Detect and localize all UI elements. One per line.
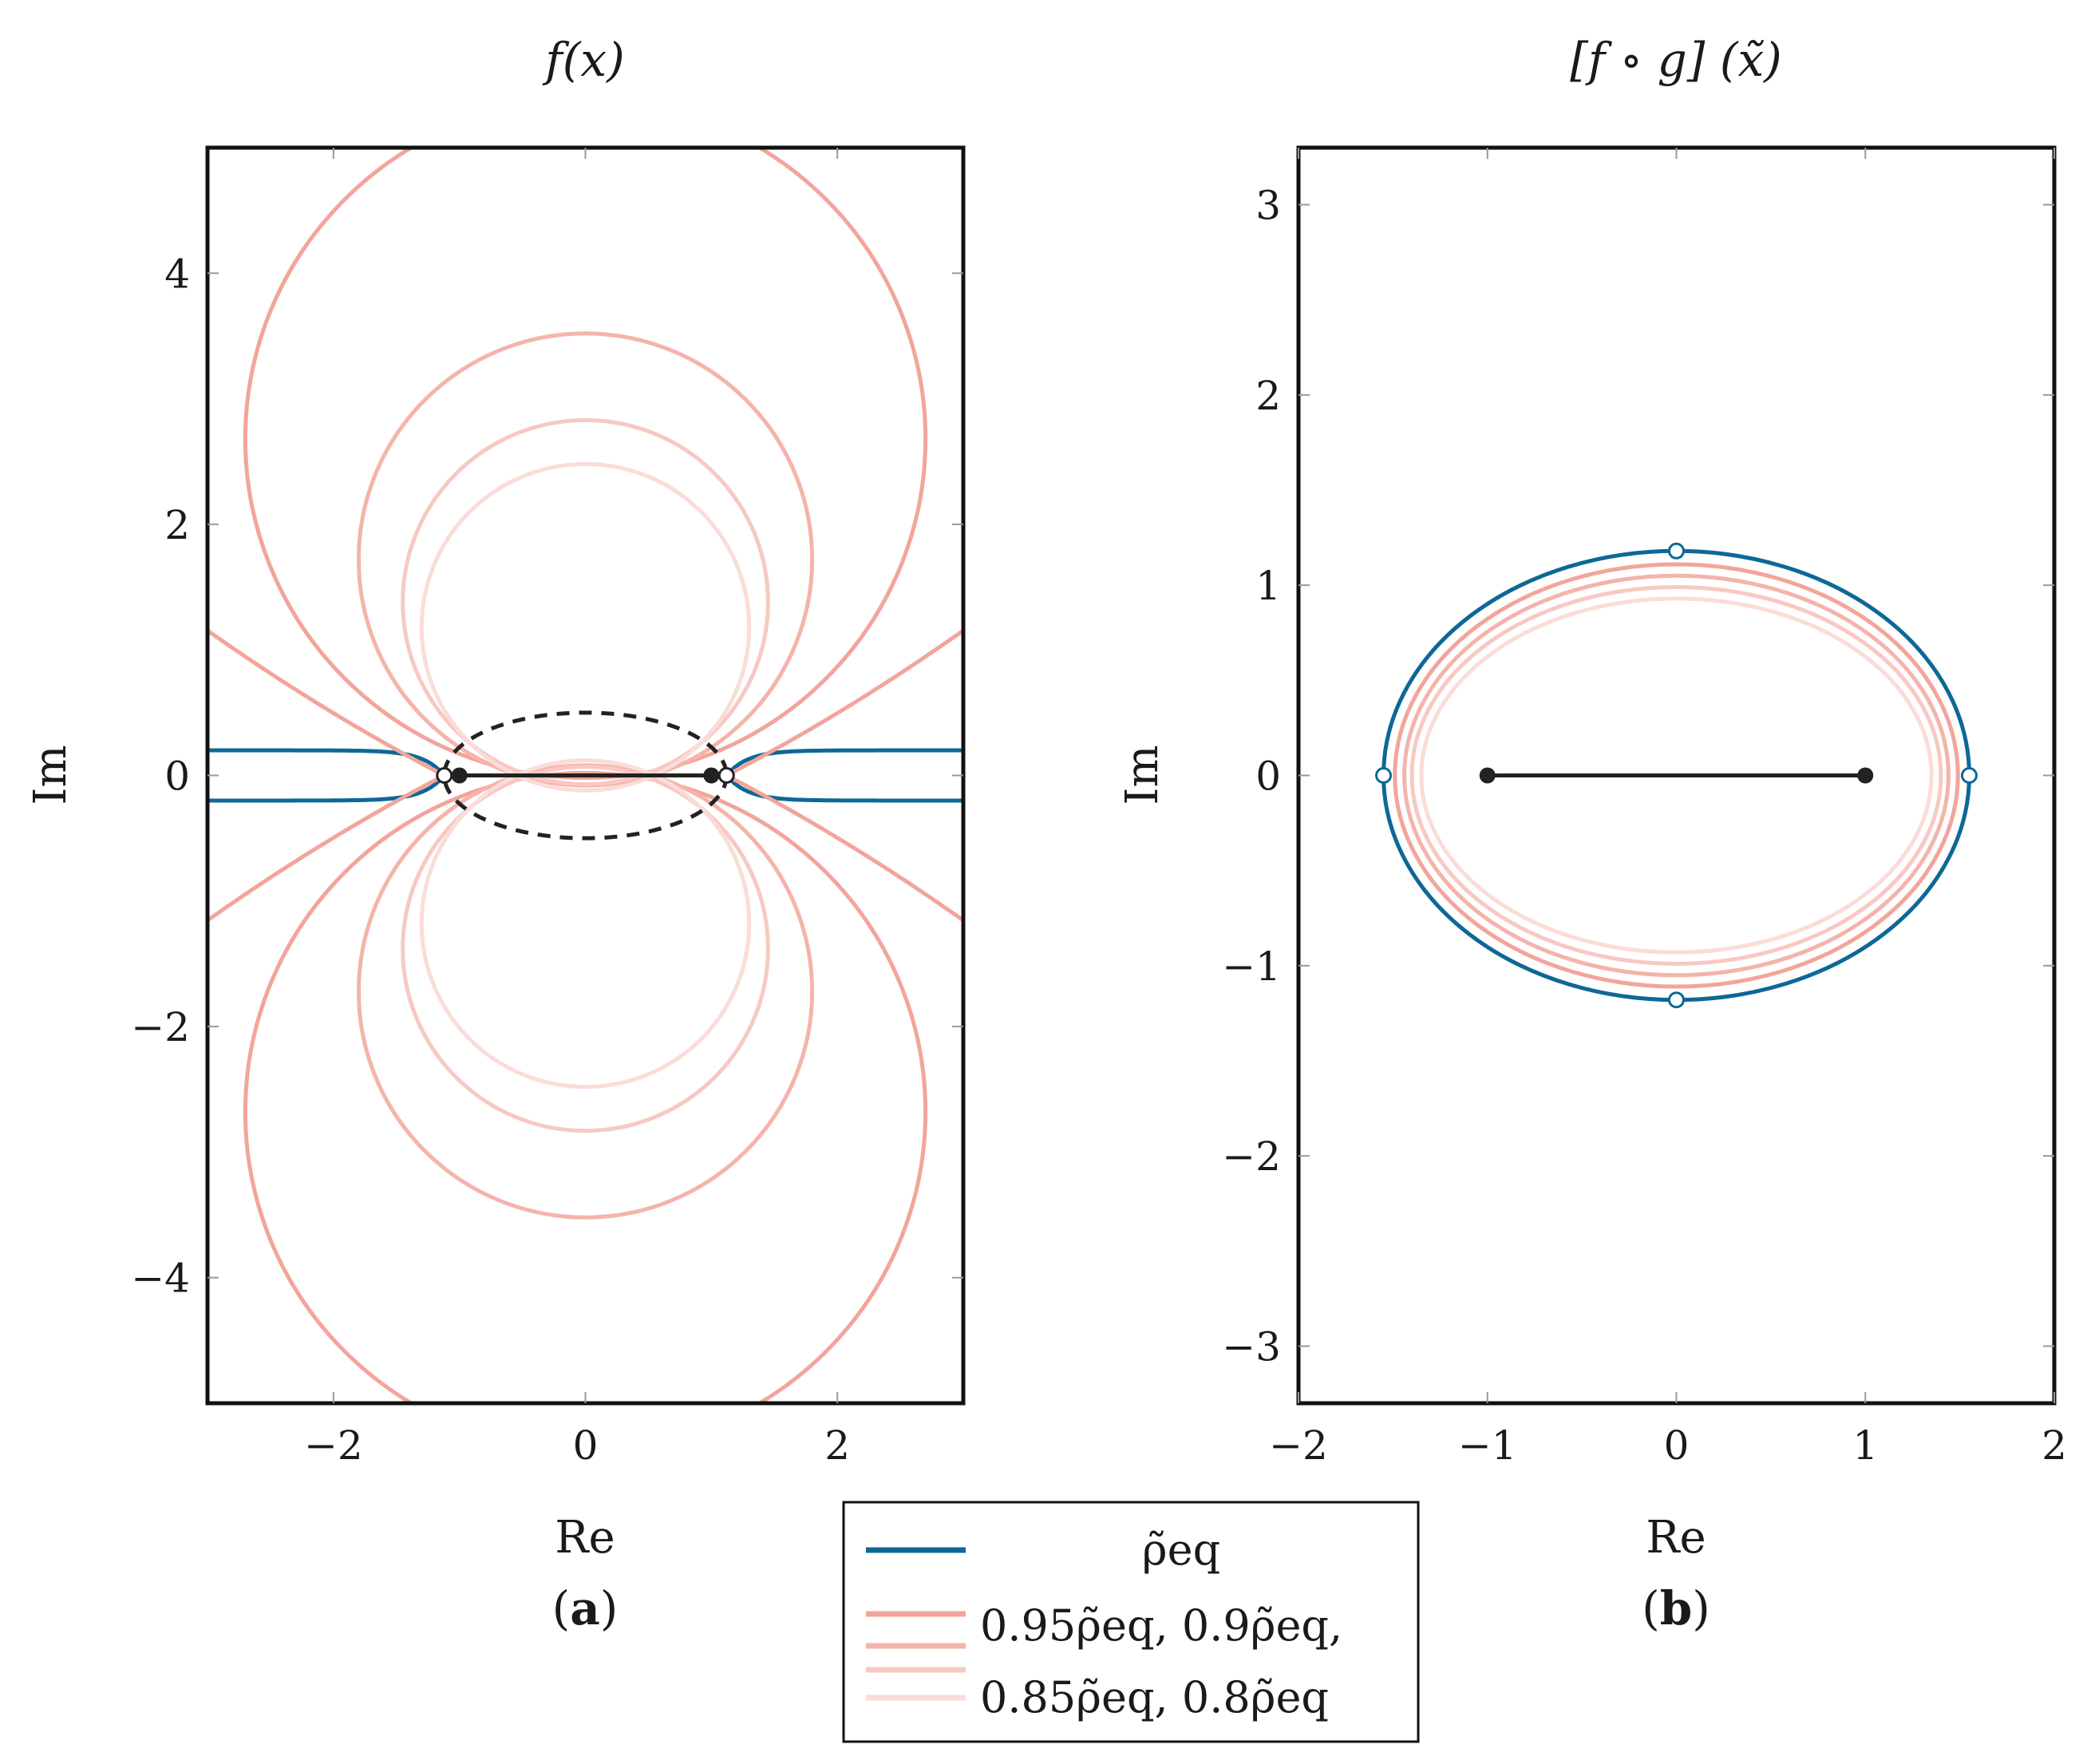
panel-b-ytick-label: 3	[1255, 183, 1281, 229]
legend-label-85-80: 0.85ρ̃eq, 0.8ρ̃eq	[980, 1672, 1329, 1722]
ellipse-line	[1409, 585, 1943, 966]
panel-b-ytick-label: −2	[1222, 1133, 1281, 1180]
open-marker	[1375, 767, 1393, 784]
panel-a-subcaption: (a)	[552, 1581, 619, 1635]
open-endpoint-marker	[717, 767, 735, 784]
red-circle-line	[356, 763, 815, 1220]
panel-b-xtick-label: −2	[1269, 1422, 1328, 1469]
panel-a-ytick-label: 4	[164, 251, 190, 297]
panel-b-xtick-label: 0	[1664, 1422, 1690, 1469]
panel-b-ytick-label: 0	[1255, 753, 1281, 800]
legend-box	[842, 1501, 1420, 1743]
panel-b-xlabel: Re	[1646, 1512, 1706, 1564]
panel-a-title: f(x)	[542, 33, 624, 87]
panel-a-xtick-label: 0	[573, 1422, 599, 1469]
ellipse-line	[1419, 596, 1934, 955]
panel-a-ytick-label: −2	[131, 1004, 190, 1050]
panel-b-ytick-label: −1	[1222, 943, 1281, 990]
panel-a-ticks: −2 0 2 −4 −2 0 2 4	[131, 148, 963, 1469]
panel-a-ytick-label: 0	[164, 753, 190, 800]
panel-b-ytick-label: −3	[1222, 1324, 1281, 1370]
filled-endpoint-marker	[703, 767, 720, 784]
filled-endpoint-marker	[1479, 767, 1496, 784]
panel-a-xtick-label: 2	[824, 1422, 850, 1469]
open-marker	[1960, 767, 1978, 784]
panel-b-xtick-label: 2	[2042, 1422, 2067, 1469]
panel-b: [f ∘ g] (x̃) −2 −1 0 1 2 −3 −2 −1 0 1 2 3 Re Im (b)	[1117, 33, 2067, 1635]
red-circle-line	[419, 758, 752, 1090]
open-marker	[1668, 991, 1685, 1009]
ellipse-line	[1393, 562, 1960, 989]
panel-b-plot-area	[1375, 542, 1978, 1009]
panel-b-subcaption: (b)	[1642, 1581, 1710, 1635]
red-95-branch-line	[208, 773, 445, 924]
legend-label-95-90: 0.95ρ̃eq, 0.9ρ̃eq,	[980, 1600, 1342, 1651]
legend: ρ̃eq 0.95ρ̃eq, 0.9ρ̃eq, 0.85ρ̃eq, 0.8ρ̃e…	[842, 1501, 1420, 1743]
red-circle-line	[243, 770, 928, 1403]
open-endpoint-marker	[436, 767, 453, 784]
panel-a: f(x) −2 0 2 −4 −2 0 2 4 Re Im (a)	[25, 33, 966, 1635]
panel-b-xtick-label: −1	[1458, 1422, 1517, 1469]
panel-a-xlabel: Re	[555, 1512, 615, 1564]
panel-b-ylabel: Im	[1117, 745, 1168, 805]
ellipse-line	[1402, 573, 1951, 978]
filled-endpoint-marker	[451, 767, 468, 784]
panel-a-ytick-label: 2	[164, 502, 190, 548]
filled-endpoint-marker	[1857, 767, 1874, 784]
panel-a-xtick-label: −2	[304, 1422, 363, 1469]
red-circle-line	[401, 417, 770, 787]
red-circle-line	[419, 461, 752, 793]
panel-a-ylabel: Im	[25, 745, 77, 805]
red-95-branch-line	[725, 627, 963, 777]
legend-label-rho-eq: ρ̃eq	[1142, 1525, 1220, 1575]
panel-b-ticks: −2 −1 0 1 2 −3 −2 −1 0 1 2 3	[1222, 148, 2067, 1469]
panel-a-plot-area	[208, 148, 963, 1403]
red-95-branch-line	[725, 773, 963, 924]
panel-b-ytick-label: 2	[1255, 373, 1281, 419]
panel-b-title: [f ∘ g] (x̃)	[1570, 33, 1782, 87]
red-circle-line	[243, 148, 928, 781]
open-marker	[1668, 542, 1685, 560]
panel-a-ytick-label: −4	[131, 1256, 190, 1302]
red-circle-line	[356, 331, 815, 788]
red-circle-line	[401, 764, 770, 1133]
panel-b-ytick-label: 1	[1255, 563, 1281, 609]
red-95-branch-line	[208, 627, 445, 777]
panel-b-xtick-label: 1	[1852, 1422, 1878, 1469]
